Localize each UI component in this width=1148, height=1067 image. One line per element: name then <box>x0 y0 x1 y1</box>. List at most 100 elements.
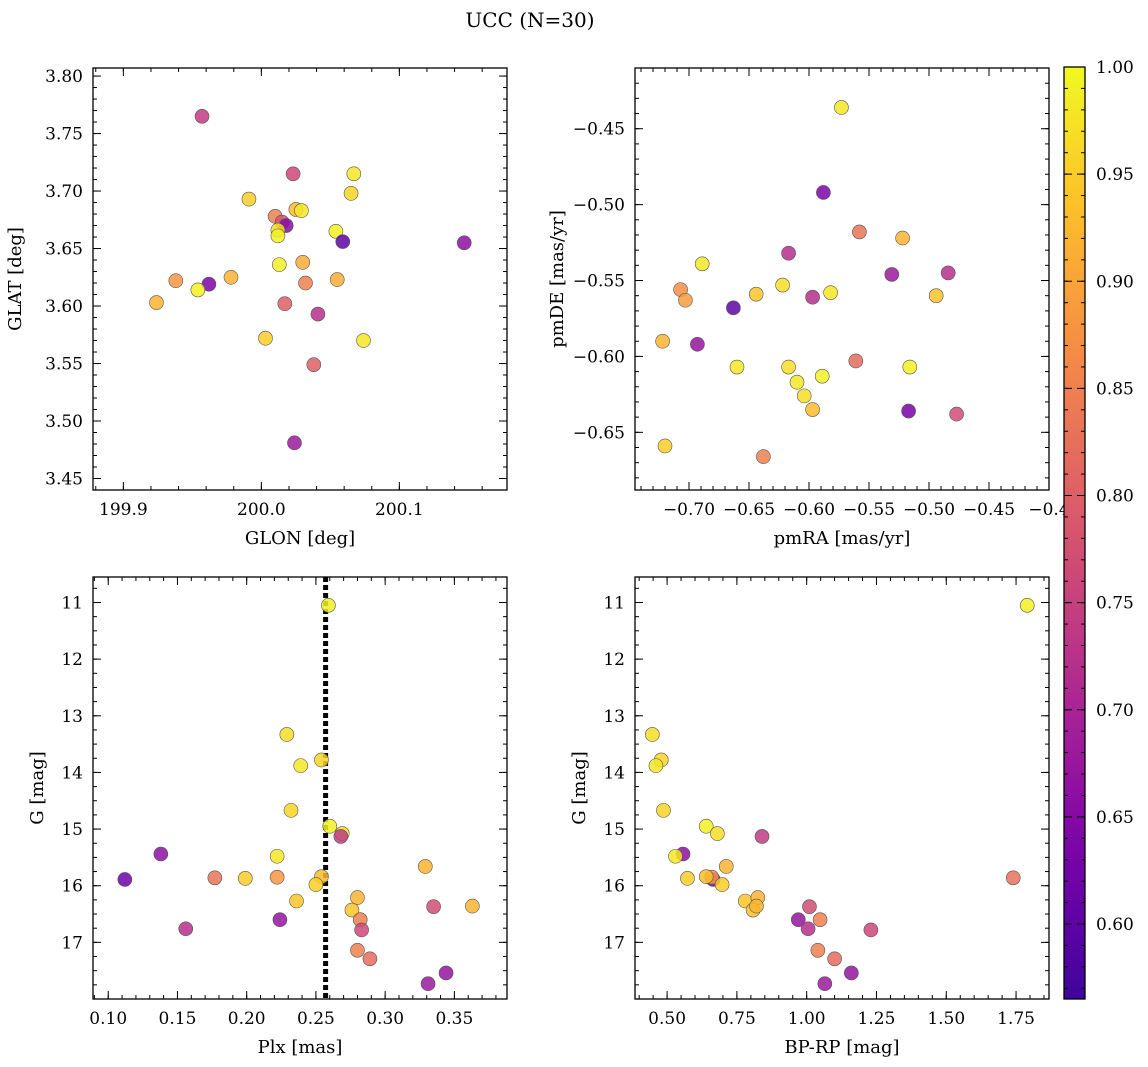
y-tick-label: 3.80 <box>45 67 83 87</box>
data-point <box>272 912 288 927</box>
data-point <box>775 277 790 293</box>
data-point <box>438 965 454 981</box>
y-tick-label: 16 <box>61 877 83 897</box>
data-point <box>844 965 859 981</box>
x-tick-label: −0.65 <box>723 500 775 520</box>
x-tick-label: 199.9 <box>99 500 148 520</box>
data-point <box>789 374 805 390</box>
y-tick-label: 13 <box>603 707 625 727</box>
y-tick-label: −0.55 <box>573 272 625 292</box>
y-tick-label: 11 <box>61 593 83 613</box>
y-tick-label: 11 <box>603 593 625 613</box>
plot-frame <box>634 576 1050 1000</box>
data-point <box>153 846 169 862</box>
colorbar-tick-label: 0.85 <box>1096 379 1134 399</box>
data-point <box>456 235 472 251</box>
plot-frame <box>634 67 1050 491</box>
data-point <box>335 234 351 249</box>
data-point <box>350 890 365 905</box>
y-axis-label: GLAT [deg] <box>5 227 26 331</box>
data-point <box>796 388 812 404</box>
data-point <box>901 403 916 419</box>
data-point <box>729 359 745 375</box>
data-point <box>238 871 253 886</box>
x-tick-label: −0.70 <box>663 500 715 520</box>
x-tick-label: −0.55 <box>843 500 895 520</box>
y-tick-label: 14 <box>61 763 83 783</box>
data-point <box>1019 598 1035 613</box>
data-point <box>726 300 741 316</box>
data-point <box>810 942 826 958</box>
data-point <box>298 275 313 291</box>
data-point <box>648 758 664 773</box>
data-point <box>781 359 796 375</box>
data-point <box>680 871 695 886</box>
y-axis-label: G [mag] <box>569 751 590 824</box>
panel-4: 0.50 0.75 1.00 1.25 1.50 1.75 11 12 13 14 15 16 17 BP… <box>569 576 1050 1058</box>
y-tick-label: 3.50 <box>45 412 83 432</box>
x-tick-label: 0.10 <box>89 1009 127 1029</box>
data-point <box>802 899 817 914</box>
data-point <box>426 899 441 914</box>
y-tick-label: 13 <box>61 707 83 727</box>
data-point <box>279 727 295 742</box>
data-point <box>800 921 816 937</box>
x-tick-label: 0.20 <box>228 1009 266 1029</box>
data-point <box>940 265 956 281</box>
data-point <box>805 402 820 417</box>
data-point <box>748 286 764 302</box>
data-point <box>322 818 338 834</box>
y-tick-label: 15 <box>603 820 625 840</box>
y-tick-label: 15 <box>61 820 83 840</box>
panels: 199.9 200.0 200.1 3.45 3.50 3.55 3.60 3.65 3.70 3… <box>5 67 1070 1058</box>
colorbar-tick-label: 0.95 <box>1096 165 1134 185</box>
data-point <box>241 191 257 207</box>
data-point <box>117 872 133 887</box>
x-axis-label: Plx [mas] <box>258 1037 343 1058</box>
x-tick-label: −0.50 <box>903 500 955 520</box>
y-tick-label: 3.70 <box>45 182 83 202</box>
y-tick-label: 3.65 <box>45 240 83 260</box>
data-point <box>668 848 683 864</box>
y-tick-label: 12 <box>61 650 83 670</box>
data-point <box>823 285 838 300</box>
data-point <box>207 870 223 886</box>
data-point <box>293 758 308 773</box>
y-tick-label: 17 <box>61 933 83 953</box>
data-point <box>190 282 206 298</box>
data-point <box>343 186 359 201</box>
y-tick-label: −0.60 <box>573 347 625 367</box>
data-point <box>258 330 273 346</box>
data-point <box>949 406 964 422</box>
data-point <box>852 224 867 240</box>
data-point <box>714 877 730 892</box>
data-point <box>277 296 293 312</box>
data-point <box>346 166 362 182</box>
x-tick-label: 1.00 <box>788 1009 826 1029</box>
data-point <box>362 951 378 967</box>
x-tick-label: 1.50 <box>927 1009 965 1029</box>
x-tick-label: 1.25 <box>858 1009 896 1029</box>
data-point <box>655 333 670 349</box>
y-tick-label: 17 <box>603 933 625 953</box>
data-point <box>816 185 831 200</box>
data-point <box>287 435 302 451</box>
data-point <box>698 869 714 884</box>
panel-3: 0.10 0.15 0.20 0.25 0.30 0.35 11 12 13 14 15 16 17 Pl… <box>27 576 508 1058</box>
x-tick-label: 0.50 <box>648 1009 686 1029</box>
data-point <box>168 273 184 289</box>
x-axis-label: BP-RP [mag] <box>784 1037 899 1058</box>
data-point <box>306 357 322 372</box>
y-tick-label: 3.75 <box>45 125 83 145</box>
data-point <box>420 976 436 992</box>
x-tick-label: 0.30 <box>366 1009 404 1029</box>
colorbar-frame <box>1063 66 1086 1000</box>
colorbar-tick-label: 0.65 <box>1096 808 1134 828</box>
data-point <box>645 727 660 742</box>
panel-2: −0.70 −0.65 −0.60 −0.55 −0.50 −0.45 −0.4−0.65−… <box>547 67 1070 549</box>
y-tick-label: −0.65 <box>573 423 625 443</box>
data-point <box>817 976 833 992</box>
data-point <box>294 203 309 218</box>
x-tick-label: 0.25 <box>297 1009 335 1029</box>
